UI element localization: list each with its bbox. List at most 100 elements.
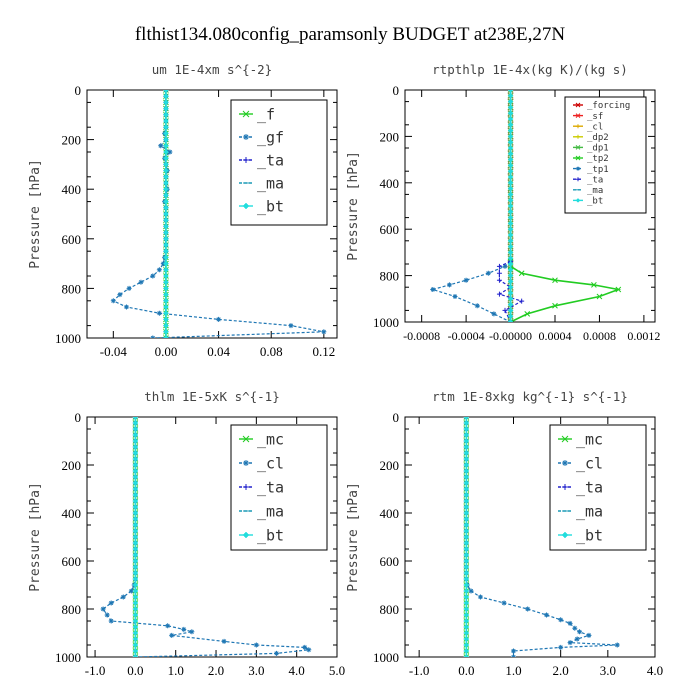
legend-marker — [575, 155, 581, 161]
x-tick-label: 0.08 — [260, 344, 283, 359]
y-tick-label: 400 — [380, 506, 400, 521]
legend-label: _dp1 — [587, 144, 609, 154]
data-point — [163, 155, 169, 162]
legend-label: _cl — [257, 454, 284, 472]
x-tick-label: -0.00000 — [489, 329, 532, 343]
legend-marker — [242, 531, 250, 539]
y-tick-label: 1000 — [55, 331, 81, 346]
data-point — [108, 618, 114, 624]
data-point — [591, 282, 597, 288]
y-tick-label: 400 — [62, 506, 82, 521]
data-point — [189, 629, 195, 635]
legend-label: _cl — [576, 454, 603, 472]
data-point — [150, 273, 156, 279]
data-point — [463, 618, 470, 624]
data-point — [463, 600, 470, 606]
data-point — [507, 232, 514, 238]
legend: _mc _cl _ta _ma _bt — [549, 424, 647, 551]
legend-label: _tp1 — [587, 165, 609, 175]
data-point — [163, 335, 169, 338]
data-point — [163, 297, 169, 304]
y-axis-title: Pressure [hPa] — [28, 482, 43, 592]
data-point — [163, 304, 169, 310]
x-tick-label: 0.0012 — [627, 329, 660, 343]
data-point — [138, 279, 144, 285]
data-point — [507, 255, 514, 262]
data-point — [132, 552, 139, 558]
data-point — [507, 90, 514, 93]
data-point — [507, 284, 514, 291]
data-point — [507, 92, 514, 99]
data-point — [132, 606, 139, 612]
y-tick-label: 1000 — [373, 650, 399, 665]
x-tick-label: 4.0 — [289, 663, 305, 678]
data-point — [163, 285, 169, 292]
plot-area — [430, 90, 622, 322]
data-point — [507, 197, 514, 204]
data-point — [163, 186, 169, 193]
data-point — [463, 564, 470, 570]
data-point — [507, 319, 514, 322]
data-point — [132, 498, 139, 504]
legend-label: _mc — [257, 430, 284, 448]
data-point — [501, 600, 507, 606]
data-point — [507, 90, 514, 93]
data-point — [117, 292, 123, 298]
legend-marker — [562, 484, 568, 490]
data-point — [132, 417, 139, 420]
data-point — [446, 282, 452, 288]
legend-label: _bt — [587, 197, 603, 207]
legend-marker — [243, 460, 249, 466]
y-axis-title: Pressure [hPa] — [346, 482, 361, 592]
data-point — [253, 642, 259, 648]
y-tick-label: 200 — [380, 458, 400, 473]
legend-marker — [242, 202, 250, 210]
data-point — [507, 191, 514, 198]
data-point — [163, 136, 169, 143]
data-point — [132, 558, 139, 564]
data-point — [132, 438, 139, 444]
data-point — [463, 624, 470, 630]
data-point — [507, 295, 514, 302]
data-point — [132, 462, 139, 468]
data-point — [567, 620, 573, 626]
series-bt — [163, 90, 169, 338]
x-tick-label: 4.0 — [647, 663, 663, 678]
data-point — [496, 263, 502, 269]
data-point — [163, 204, 169, 211]
data-point — [165, 623, 171, 629]
plot-frame — [86, 89, 338, 339]
data-point — [163, 180, 169, 186]
series-line — [430, 261, 511, 322]
data-point — [507, 110, 514, 117]
data-point — [132, 582, 139, 588]
x-tick-label: 0.0004 — [539, 329, 572, 343]
plot-area — [110, 90, 327, 338]
data-point — [163, 335, 169, 338]
data-point — [463, 612, 470, 618]
data-point — [132, 624, 139, 630]
x-tick-label: -0.04 — [100, 344, 128, 359]
figure-title: flthist134.080config_paramsonly BUDGET a… — [135, 24, 566, 45]
data-point — [163, 90, 169, 93]
data-point — [507, 290, 514, 296]
x-tick-label: -0.0004 — [448, 329, 485, 343]
data-point — [614, 642, 620, 648]
data-point — [507, 179, 514, 186]
data-point — [552, 277, 558, 284]
data-point — [132, 540, 139, 546]
data-point — [221, 638, 227, 644]
data-point — [132, 480, 139, 486]
data-point — [302, 644, 308, 650]
data-point — [518, 270, 525, 277]
data-point — [507, 98, 514, 105]
data-point — [163, 248, 169, 255]
data-point — [132, 570, 139, 576]
legend-label: _ta — [257, 478, 284, 496]
plot-frame — [404, 89, 656, 323]
data-point — [132, 516, 139, 522]
data-point — [463, 504, 470, 510]
data-point — [163, 316, 169, 323]
panel-title: rtpthlp 1E-4x(kg K)/(kg s) — [432, 62, 628, 77]
data-point — [163, 105, 169, 112]
